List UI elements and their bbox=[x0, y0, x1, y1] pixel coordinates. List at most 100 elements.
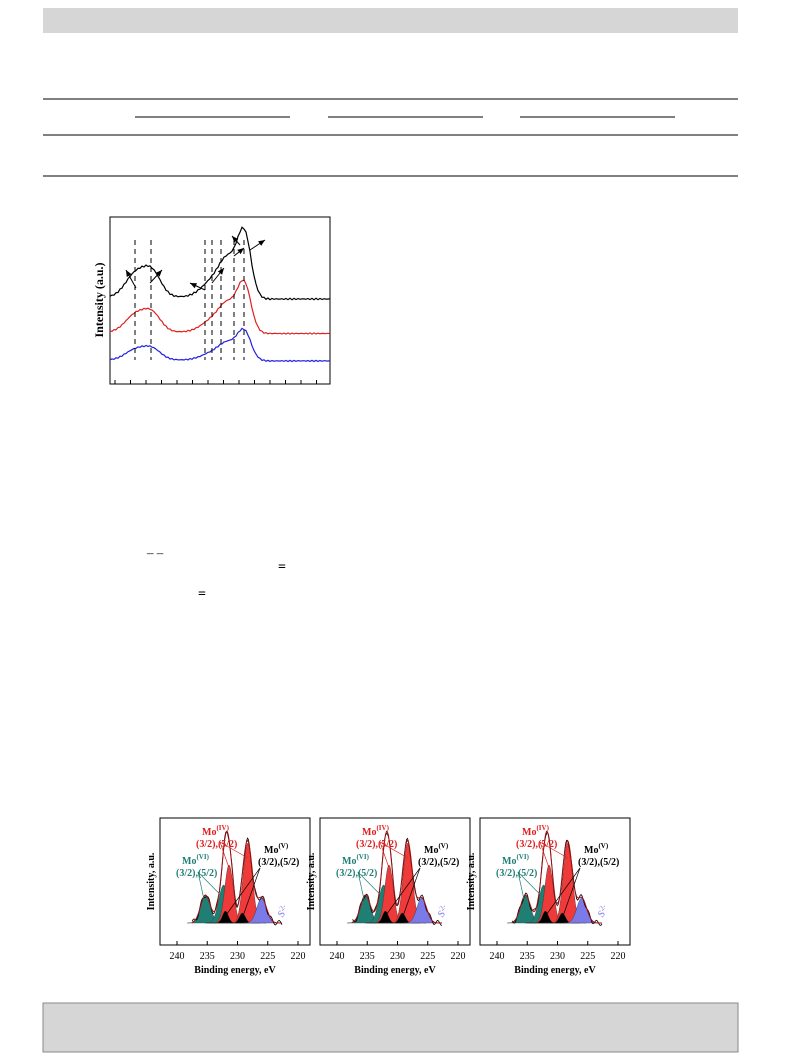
x-axis-label: Binding energy, eV bbox=[354, 965, 436, 976]
x-tick-label: 220 bbox=[451, 951, 466, 962]
x-tick-label: 225 bbox=[580, 951, 595, 962]
fit-envelope bbox=[191, 830, 282, 924]
x-axis-label: Binding energy, eV bbox=[194, 965, 276, 976]
oxidation-state: (VI) bbox=[196, 853, 209, 861]
species-symbol: Mo bbox=[502, 856, 516, 867]
y-axis-label: Intensity, a.u. bbox=[466, 852, 477, 910]
x-tick-label: 230 bbox=[390, 951, 405, 962]
leader-line bbox=[197, 871, 224, 899]
leader-line bbox=[402, 867, 421, 919]
oxidation-state: (V) bbox=[598, 842, 608, 850]
footer-bar bbox=[42, 1002, 739, 1053]
panel-frame bbox=[159, 817, 311, 946]
sulfide-charge: 2- bbox=[278, 902, 288, 912]
spectrum-curve bbox=[109, 279, 331, 335]
arrow-head bbox=[237, 248, 244, 255]
x-tick-label: 225 bbox=[260, 951, 275, 962]
species-symbol: Mo bbox=[202, 827, 216, 838]
leader-line bbox=[539, 841, 568, 859]
x-tick-label: 240 bbox=[170, 951, 185, 962]
oxidation-state: (V) bbox=[278, 842, 288, 850]
sulfide-charge: 2- bbox=[598, 902, 608, 912]
species-symbol: Mo bbox=[584, 845, 598, 856]
species-label: Mo(IV) bbox=[202, 824, 230, 838]
species-levels: (3/2),(5/2) bbox=[258, 857, 299, 868]
arrow-head bbox=[190, 283, 197, 289]
species-levels: (3/2),(5/2) bbox=[496, 868, 537, 879]
arrow-head bbox=[232, 236, 239, 243]
x-tick-label: 240 bbox=[330, 951, 345, 962]
header-bar bbox=[43, 8, 738, 33]
x-tick-label: 230 bbox=[230, 951, 245, 962]
leader-line bbox=[219, 841, 248, 859]
x-axis-label: Binding energy, eV bbox=[514, 965, 596, 976]
leader-line bbox=[385, 867, 421, 917]
figure-2: 240 235 230 225 220 Binding energy, eV Intensi… bbox=[146, 817, 631, 976]
x-tick-label: 225 bbox=[420, 951, 435, 962]
y-axis-label: Intensity, a.u. bbox=[306, 852, 317, 910]
y-axis-label: Intensity (a.u.) bbox=[92, 262, 106, 337]
species-levels: (3/2),(5/2) bbox=[176, 868, 217, 879]
species-label: Mo(V) bbox=[264, 842, 289, 856]
figure-1: Intensity (a.u.) bbox=[92, 216, 331, 385]
spectrum-curve bbox=[109, 226, 331, 301]
y-axis-label: Intensity, a.u. bbox=[146, 852, 157, 910]
equation-mark: – – bbox=[146, 545, 164, 560]
leader-line bbox=[545, 867, 581, 917]
oxidation-state: (IV) bbox=[536, 824, 549, 832]
arrow-head bbox=[155, 270, 162, 277]
oxidation-state: (V) bbox=[438, 842, 448, 850]
species-symbol: Mo bbox=[362, 827, 376, 838]
equation-mark: = bbox=[278, 560, 286, 575]
species-levels: (3/2),(5/2) bbox=[516, 839, 557, 850]
leader-line bbox=[517, 871, 526, 907]
leader-line bbox=[379, 841, 408, 859]
panel-frame bbox=[479, 817, 631, 946]
leader-line bbox=[242, 867, 261, 919]
arrow-head bbox=[258, 240, 265, 246]
spectrum-curve bbox=[109, 327, 331, 363]
species-label: Mo(V) bbox=[584, 842, 609, 856]
table-rules bbox=[43, 98, 738, 177]
x-tick-label: 220 bbox=[291, 951, 306, 962]
species-label: Mo(IV) bbox=[522, 824, 550, 838]
sulfide-label: S2- bbox=[434, 902, 452, 920]
leader-line bbox=[357, 871, 384, 899]
leader-line bbox=[379, 841, 390, 869]
species-levels: (3/2),(5/2) bbox=[356, 839, 397, 850]
panel-frame bbox=[319, 817, 471, 946]
equation-mark: = bbox=[198, 587, 206, 602]
leader-line bbox=[562, 867, 581, 919]
x-tick-label: 235 bbox=[360, 951, 375, 962]
x-tick-label: 240 bbox=[490, 951, 505, 962]
oxidation-state: (VI) bbox=[516, 853, 529, 861]
species-label: Mo(VI) bbox=[342, 853, 370, 867]
leader-line bbox=[219, 841, 230, 869]
fit-envelope bbox=[511, 830, 602, 924]
species-label: Mo(VI) bbox=[502, 853, 530, 867]
leader-line bbox=[517, 871, 544, 899]
species-symbol: Mo bbox=[522, 827, 536, 838]
species-symbol: Mo bbox=[424, 845, 438, 856]
species-symbol: Mo bbox=[342, 856, 356, 867]
species-label: Mo(IV) bbox=[362, 824, 390, 838]
leader-line bbox=[197, 871, 206, 907]
species-label: Mo(V) bbox=[424, 842, 449, 856]
species-levels: (3/2),(5/2) bbox=[578, 857, 619, 868]
oxidation-state: (IV) bbox=[376, 824, 389, 832]
species-levels: (3/2),(5/2) bbox=[418, 857, 459, 868]
x-tick-label: 220 bbox=[611, 951, 626, 962]
x-tick-label: 230 bbox=[550, 951, 565, 962]
leader-line bbox=[539, 841, 550, 869]
fit-envelope bbox=[351, 830, 442, 924]
arrow-head bbox=[217, 268, 224, 275]
x-tick-label: 235 bbox=[520, 951, 535, 962]
sulfide-charge: 2- bbox=[438, 902, 448, 912]
leader-line bbox=[357, 871, 366, 907]
arrow-head bbox=[126, 270, 132, 277]
leader-line bbox=[225, 867, 261, 917]
x-tick-label: 235 bbox=[200, 951, 215, 962]
species-levels: (3/2),(5/2) bbox=[196, 839, 237, 850]
